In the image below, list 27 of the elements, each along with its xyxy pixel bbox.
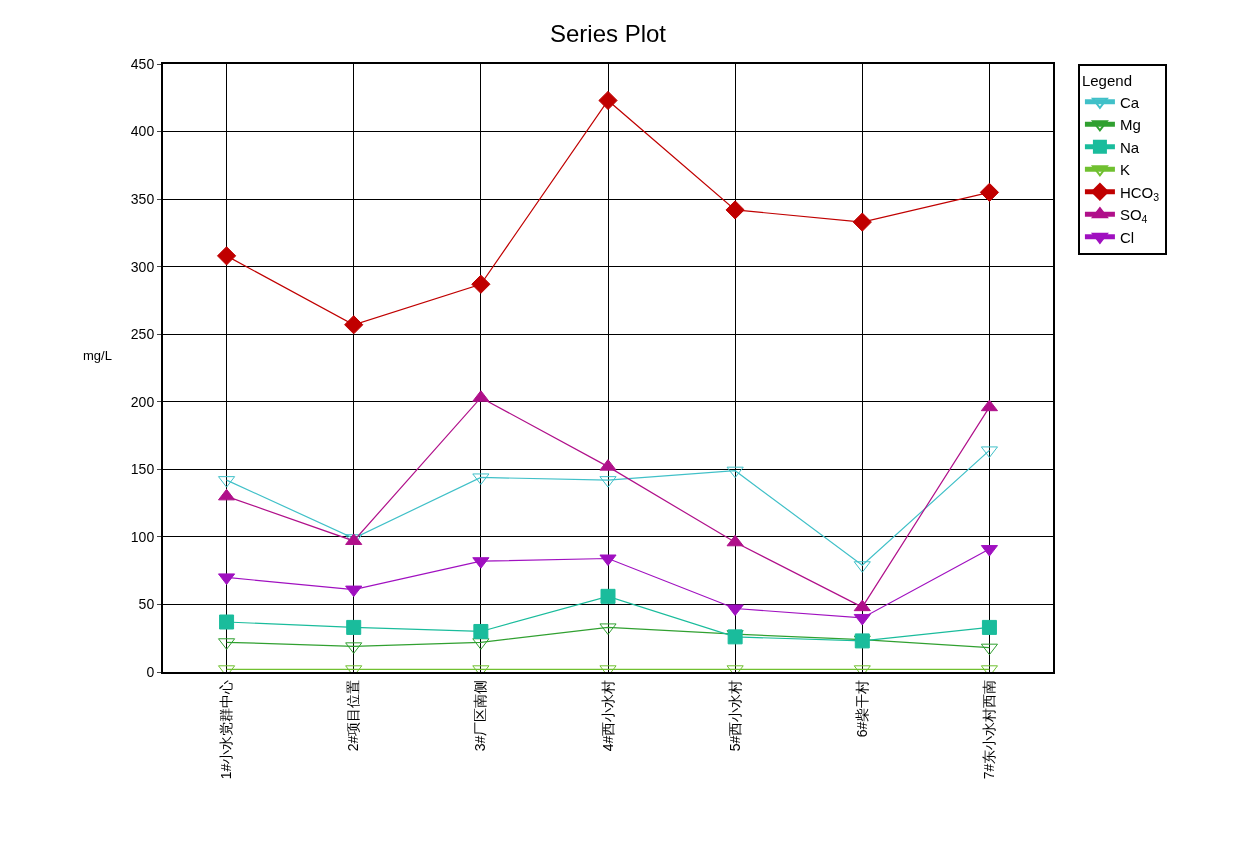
y-tick-label: 250 — [130, 326, 155, 343]
legend-title: Legend — [1081, 71, 1132, 89]
legend-label: K — [1119, 161, 1130, 179]
legend-label: SO$_{4}$ — [1119, 206, 1148, 226]
y-tick-label: 400 — [130, 123, 155, 140]
legend-label: Cl — [1119, 228, 1135, 246]
legend-label: Ca — [1119, 93, 1140, 111]
x-tick-label: 4#西小水村 — [599, 679, 616, 752]
x-tick-label: 3#厂区南侧 — [472, 679, 489, 752]
y-tick-label: 0 — [146, 663, 155, 680]
x-tick-label: 5#西小水村 — [726, 679, 743, 752]
x-tick-label: 7#东小水村西南 — [980, 679, 997, 780]
y-tick-label: 450 — [130, 55, 155, 72]
legend-label: Mg — [1119, 116, 1141, 134]
y-tick-label: 100 — [130, 528, 155, 545]
y-tick-label: 350 — [130, 191, 155, 208]
legend-label: Na — [1119, 138, 1140, 156]
x-tick-label: 2#项目位置 — [345, 679, 362, 752]
x-tick-label: 6#柴干村 — [853, 679, 870, 738]
x-tick-label: 1#小水党群中心 — [218, 679, 235, 780]
legend-label: HCO$_{3}$ — [1119, 183, 1160, 203]
y-axis-title: mg/L — [83, 348, 112, 363]
y-tick-label: 200 — [130, 393, 155, 410]
y-tick-label: 50 — [138, 596, 155, 613]
y-tick-label: 300 — [130, 258, 155, 275]
y-tick-label: 150 — [130, 461, 155, 478]
chart-title: Series Plot — [549, 20, 667, 48]
